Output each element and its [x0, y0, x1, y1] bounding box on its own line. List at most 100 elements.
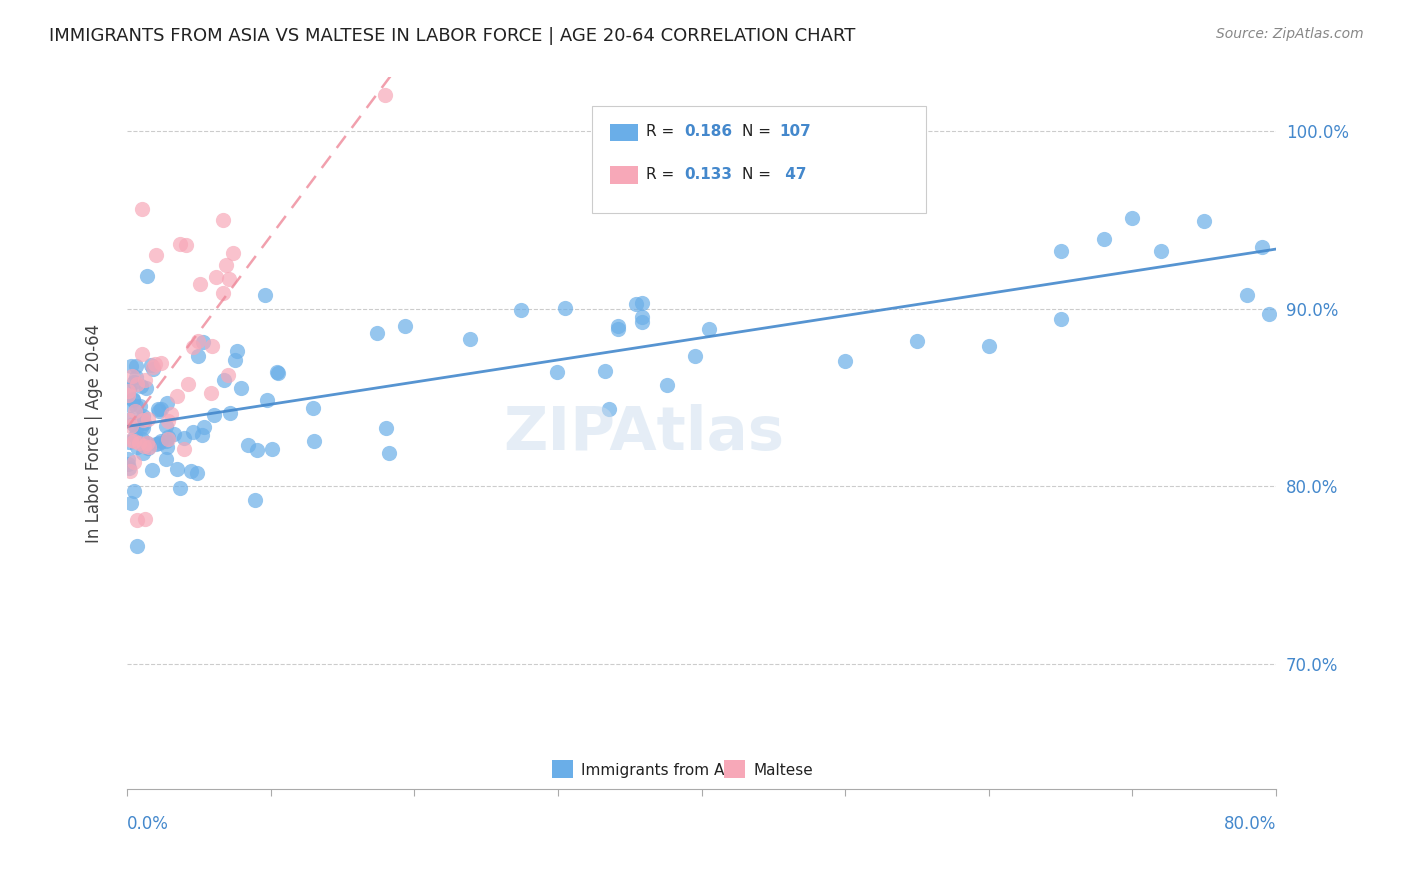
- Point: [1250, 240, 1272, 254]
- Point: [135, 435, 157, 450]
- Point: [148, 403, 170, 417]
- Point: [201, 339, 224, 353]
- Point: [125, 539, 148, 553]
- Point: [219, 406, 242, 420]
- Text: N =: N =: [742, 124, 776, 139]
- Point: [134, 439, 156, 453]
- Point: [149, 434, 172, 448]
- Text: 0.133: 0.133: [685, 167, 733, 182]
- Point: [157, 433, 180, 447]
- Point: [138, 440, 160, 454]
- Point: [131, 347, 153, 361]
- Point: [1236, 287, 1258, 301]
- Point: [131, 412, 153, 426]
- Point: [145, 248, 167, 262]
- Point: [180, 464, 202, 478]
- Point: [121, 369, 143, 384]
- Point: [124, 399, 146, 413]
- Point: [125, 421, 148, 435]
- Bar: [610, 166, 638, 184]
- Point: [546, 365, 568, 379]
- Point: [134, 373, 156, 387]
- Point: [120, 398, 142, 412]
- Point: [1092, 232, 1115, 246]
- Point: [166, 389, 188, 403]
- Point: [128, 436, 150, 450]
- Point: [135, 381, 157, 395]
- Point: [142, 361, 165, 376]
- Text: R =: R =: [647, 124, 679, 139]
- Point: [225, 343, 247, 358]
- Point: [131, 412, 153, 426]
- Text: 0.186: 0.186: [685, 124, 733, 139]
- Bar: [553, 760, 572, 778]
- Point: [131, 202, 153, 216]
- Point: [118, 461, 141, 475]
- Text: ZIPAtlas: ZIPAtlas: [503, 403, 785, 463]
- Point: [266, 365, 288, 379]
- Point: [124, 369, 146, 384]
- Point: [127, 376, 149, 391]
- Point: [131, 432, 153, 446]
- Point: [136, 436, 159, 450]
- Point: [366, 326, 388, 340]
- Point: [262, 442, 284, 456]
- Text: 107: 107: [780, 124, 811, 139]
- Point: [254, 288, 277, 302]
- Point: [174, 238, 197, 252]
- Point: [222, 245, 245, 260]
- Point: [1150, 244, 1173, 258]
- Point: [191, 428, 214, 442]
- Point: [191, 334, 214, 349]
- Text: IMMIGRANTS FROM ASIA VS MALTESE IN LABOR FORCE | AGE 20-64 CORRELATION CHART: IMMIGRANTS FROM ASIA VS MALTESE IN LABOR…: [49, 27, 856, 45]
- Point: [141, 358, 163, 372]
- Point: [117, 387, 139, 401]
- Point: [131, 421, 153, 435]
- Point: [236, 438, 259, 452]
- Point: [204, 269, 226, 284]
- Point: [132, 445, 155, 459]
- Point: [132, 417, 155, 431]
- Point: [187, 349, 209, 363]
- Point: [231, 381, 253, 395]
- Point: [631, 315, 654, 329]
- Point: [120, 464, 142, 478]
- Point: [657, 378, 679, 392]
- Point: [156, 414, 179, 428]
- Point: [124, 428, 146, 442]
- Point: [834, 353, 856, 368]
- Point: [1049, 244, 1071, 258]
- Text: Immigrants from Asia: Immigrants from Asia: [581, 763, 745, 778]
- Point: [202, 409, 225, 423]
- Point: [211, 213, 233, 227]
- Point: [631, 296, 654, 310]
- Y-axis label: In Labor Force | Age 20-64: In Labor Force | Age 20-64: [86, 324, 103, 542]
- Point: [142, 360, 165, 375]
- Point: [120, 418, 142, 433]
- Point: [181, 340, 204, 354]
- Point: [607, 319, 630, 334]
- Point: [124, 455, 146, 469]
- Point: [173, 442, 195, 456]
- Point: [156, 430, 179, 444]
- Point: [148, 436, 170, 450]
- Point: [169, 236, 191, 251]
- Point: [129, 379, 152, 393]
- Point: [155, 452, 177, 467]
- Point: [598, 402, 620, 417]
- Point: [181, 425, 204, 440]
- Point: [150, 356, 173, 370]
- Point: [218, 272, 240, 286]
- Point: [394, 318, 416, 333]
- Point: [118, 413, 141, 427]
- Point: [118, 382, 141, 396]
- Point: [122, 484, 145, 499]
- Text: N =: N =: [742, 167, 776, 182]
- Point: [118, 412, 141, 426]
- Point: [624, 297, 647, 311]
- Text: 47: 47: [780, 167, 806, 182]
- Point: [120, 496, 142, 510]
- Point: [121, 417, 143, 431]
- Point: [118, 435, 141, 450]
- Point: [224, 352, 246, 367]
